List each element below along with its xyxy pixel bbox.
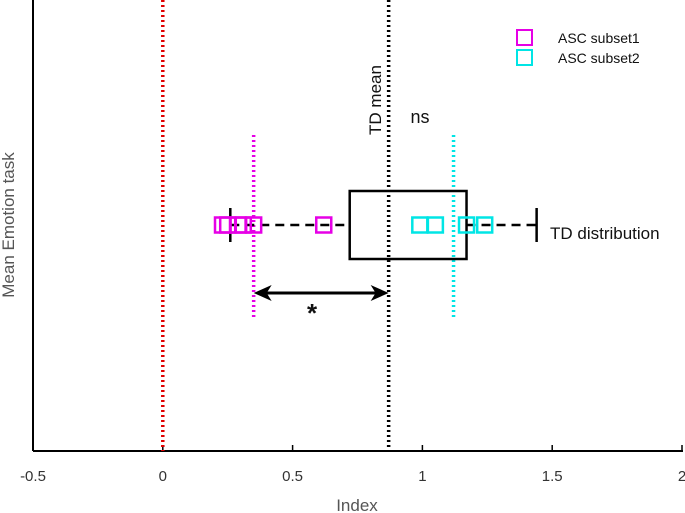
data-point-square [475, 216, 494, 234]
x-tick-label: 1.5 [542, 468, 563, 485]
annotations: TD mean ns TD distribution * Index Mean … [0, 65, 660, 513]
comparison-arrow-left-head [253, 285, 272, 301]
data-point-square [244, 216, 263, 234]
x-tick-label: -0.5 [20, 468, 46, 485]
x-axis-title: Index [336, 496, 378, 513]
data-point-square [315, 216, 333, 234]
legend-label-asc-subset2: ASC subset2 [558, 50, 640, 66]
data-point-square [234, 216, 253, 234]
legend: ASC subset1 ASC subset2 [516, 29, 640, 66]
x-tick-label: 0 [159, 468, 167, 485]
td-distribution [229, 189, 538, 261]
ns-label: ns [410, 107, 429, 127]
data-point-square [457, 216, 476, 234]
legend-marker-asc-subset2 [516, 49, 533, 66]
td-distribution-label: TD distribution [550, 224, 660, 243]
data-point-square [213, 216, 232, 234]
td-mean-label: TD mean [366, 65, 385, 135]
reference-lines [161, 0, 456, 451]
significance-star: * [307, 298, 318, 328]
x-tick-label: 0.5 [282, 468, 303, 485]
x-tick-label: 1 [418, 468, 426, 485]
data-points [213, 216, 494, 234]
legend-marker-asc-subset1 [516, 29, 533, 46]
x-ticks: -0.5 0 0.5 1 1.5 2 [20, 445, 685, 485]
data-point-square [426, 216, 445, 234]
data-point-square [411, 216, 429, 234]
axes [32, 0, 683, 452]
comparison-arrow-right-head [370, 285, 389, 301]
legend-label-asc-subset1: ASC subset1 [558, 30, 640, 46]
y-axis-title: Mean Emotion task [0, 152, 18, 298]
iqr-box [348, 189, 468, 261]
x-tick-label: 2 [678, 468, 685, 485]
